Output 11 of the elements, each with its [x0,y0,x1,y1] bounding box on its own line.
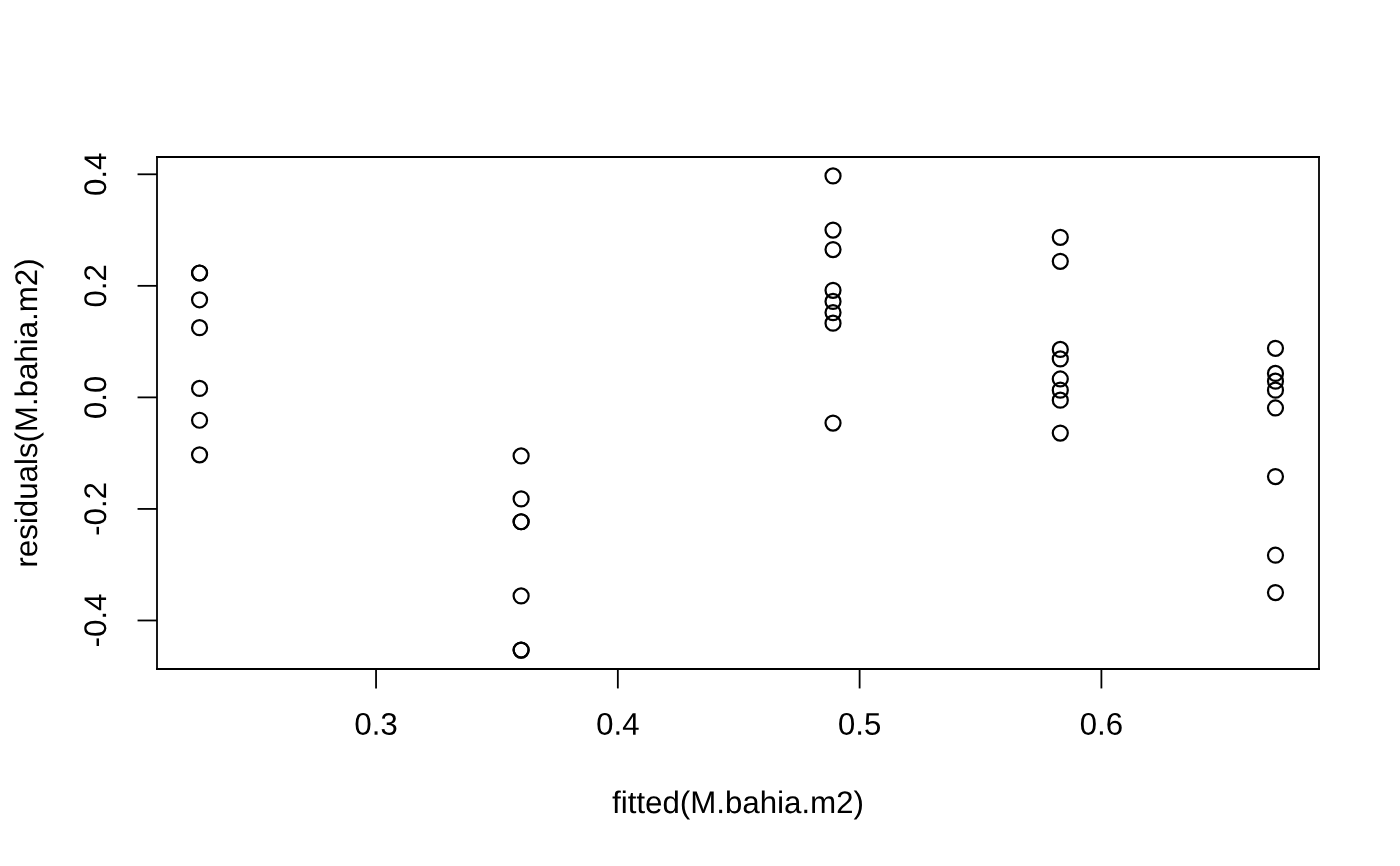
y-tick-label: 0.2 [84,265,107,307]
x-tick-label: 0.5 [839,712,881,736]
y-axis-title: residuals(M.bahia.m2) [14,260,44,566]
x-tick-label: 0.3 [355,712,397,736]
x-axis-title: fitted(M.bahia.m2) [612,790,862,820]
x-tick-label: 0.6 [1080,712,1122,736]
y-tick-label: 0.0 [84,376,107,418]
y-tick-label: -0.2 [84,483,107,535]
y-tick-label: 0.4 [84,153,107,195]
y-tick-label: -0.4 [84,594,107,647]
x-tick-label: 0.4 [597,712,639,736]
